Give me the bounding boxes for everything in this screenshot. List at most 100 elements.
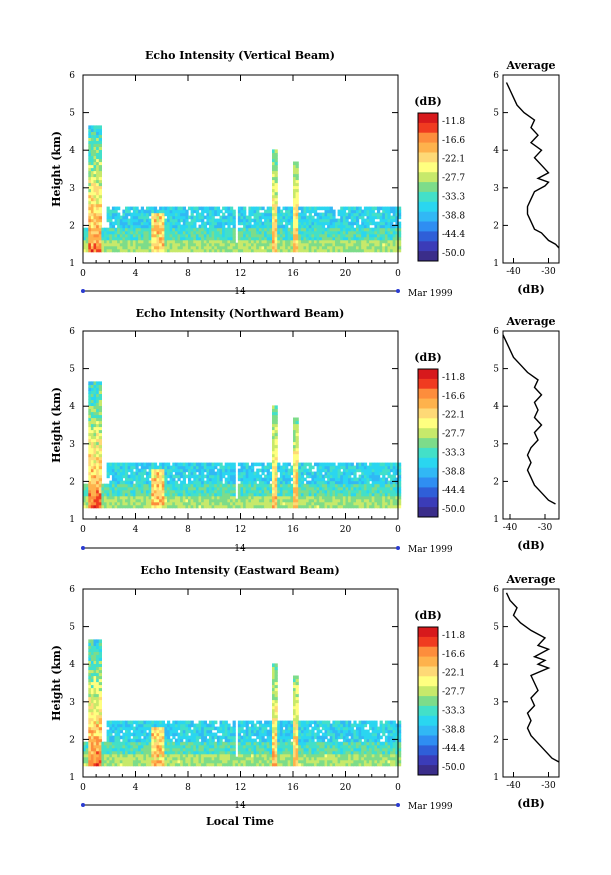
heatmap-cell (264, 495, 268, 500)
heatmap-cell (190, 498, 194, 503)
heatmap-cell (190, 735, 194, 740)
heatmap-cell (104, 492, 108, 497)
heatmap-cell (169, 759, 173, 764)
heatmap-cell (253, 248, 257, 253)
heatmap-cell (308, 489, 312, 494)
heatmap-cell (90, 720, 95, 725)
heatmap-cell (148, 209, 152, 214)
heatmap-cell (132, 221, 137, 226)
heatmap-cell (298, 501, 302, 506)
heatmap-cell (264, 239, 268, 244)
heatmap-cell (132, 726, 137, 731)
heatmap-cell (266, 486, 270, 491)
heatmap-cell (237, 741, 242, 746)
heatmap-cell (93, 498, 97, 503)
heatmap-cell (169, 486, 173, 491)
heatmap-cell (146, 753, 150, 758)
heatmap-cell (122, 726, 126, 731)
heatmap-cell (269, 462, 273, 467)
heatmap-cell (119, 747, 123, 752)
heatmap-cell (185, 732, 189, 737)
heatmap-cell (203, 738, 207, 743)
heatmap-cell (106, 732, 110, 737)
heatmap-cell (335, 218, 339, 223)
heatmap-cell (193, 756, 197, 761)
heatmap-cell (159, 227, 163, 232)
heatmap-cell (146, 477, 150, 482)
heatmap-cell (308, 492, 312, 497)
heatmap-cell (232, 762, 236, 767)
profile-title: Average (505, 59, 555, 72)
heatmap-cell (363, 495, 368, 500)
heatmap-cell (374, 242, 378, 247)
heatmap-cell (366, 236, 370, 241)
heatmap-cell (303, 218, 307, 223)
heatmap-cell (279, 495, 284, 500)
heatmap-cell (172, 230, 176, 235)
heatmap-cell (321, 480, 326, 485)
heatmap-cell (106, 501, 110, 506)
heatmap-cell (329, 480, 333, 485)
heatmap-cell (298, 492, 302, 497)
heatmap-cell (138, 741, 142, 746)
heatmap-cell (172, 221, 176, 226)
heatmap-cell (237, 239, 242, 244)
heatmap-cell (314, 245, 318, 250)
heatmap-cell (240, 242, 244, 247)
heatmap-cell (88, 170, 92, 175)
heatmap-cell (206, 747, 210, 752)
heatmap-cell (251, 501, 255, 506)
heatmap-cell (211, 465, 215, 470)
heatmap-cell (358, 209, 362, 214)
heatmap-cell (151, 474, 155, 479)
heatmap-cell (342, 468, 347, 473)
heatmap-cell (119, 468, 123, 473)
heatmap-cell (272, 191, 276, 196)
heatmap-cell (319, 236, 323, 241)
heatmap-cell (272, 248, 276, 253)
heatmap-cell (96, 125, 100, 129)
heatmap-cell (153, 729, 158, 734)
heatmap-cell (93, 402, 97, 406)
heatmap-cell (138, 230, 142, 235)
heatmap-cell (321, 501, 326, 506)
heatmap-cell (101, 230, 105, 235)
heatmap-cell (224, 753, 228, 758)
heatmap-cell (230, 750, 234, 755)
heatmap-cell (398, 239, 402, 244)
heatmap-cell (119, 501, 123, 506)
heatmap-cell (342, 230, 347, 235)
heatmap-cell (230, 462, 234, 467)
heatmap-cell (96, 480, 100, 485)
heatmap-cell (167, 744, 171, 749)
heatmap-cell (319, 212, 323, 217)
colorbar-frame (417, 368, 439, 518)
heatmap-cell (379, 242, 383, 247)
heatmap-cell (111, 720, 116, 725)
heatmap-cell (361, 462, 365, 467)
x-tick-label: 0 (80, 269, 86, 279)
heatmap-cell (293, 161, 297, 166)
heatmap-cell (272, 176, 276, 181)
heatmap-cell (329, 215, 333, 220)
heatmap-cell (356, 501, 360, 506)
heatmap-cell (274, 492, 278, 497)
heatmap-cell (98, 393, 102, 397)
heatmap-cell (132, 233, 137, 238)
heatmap-cell (119, 230, 123, 235)
heatmap-cell (201, 729, 205, 734)
heatmap-cell (384, 236, 389, 241)
heatmap-cell (274, 215, 278, 220)
heatmap-cell (382, 498, 386, 503)
heatmap-cell (190, 239, 194, 244)
heatmap-cell (264, 492, 268, 497)
heatmap-cell (379, 465, 383, 470)
colorbar-swatch (418, 388, 438, 400)
heatmap-cell (300, 239, 305, 244)
heatmap-cell (104, 242, 108, 247)
heatmap-cell (306, 206, 310, 211)
heatmap-cell (98, 759, 102, 764)
heatmap-cell (182, 747, 186, 752)
heatmap-cell (151, 230, 155, 235)
heatmap-cell (232, 215, 236, 220)
